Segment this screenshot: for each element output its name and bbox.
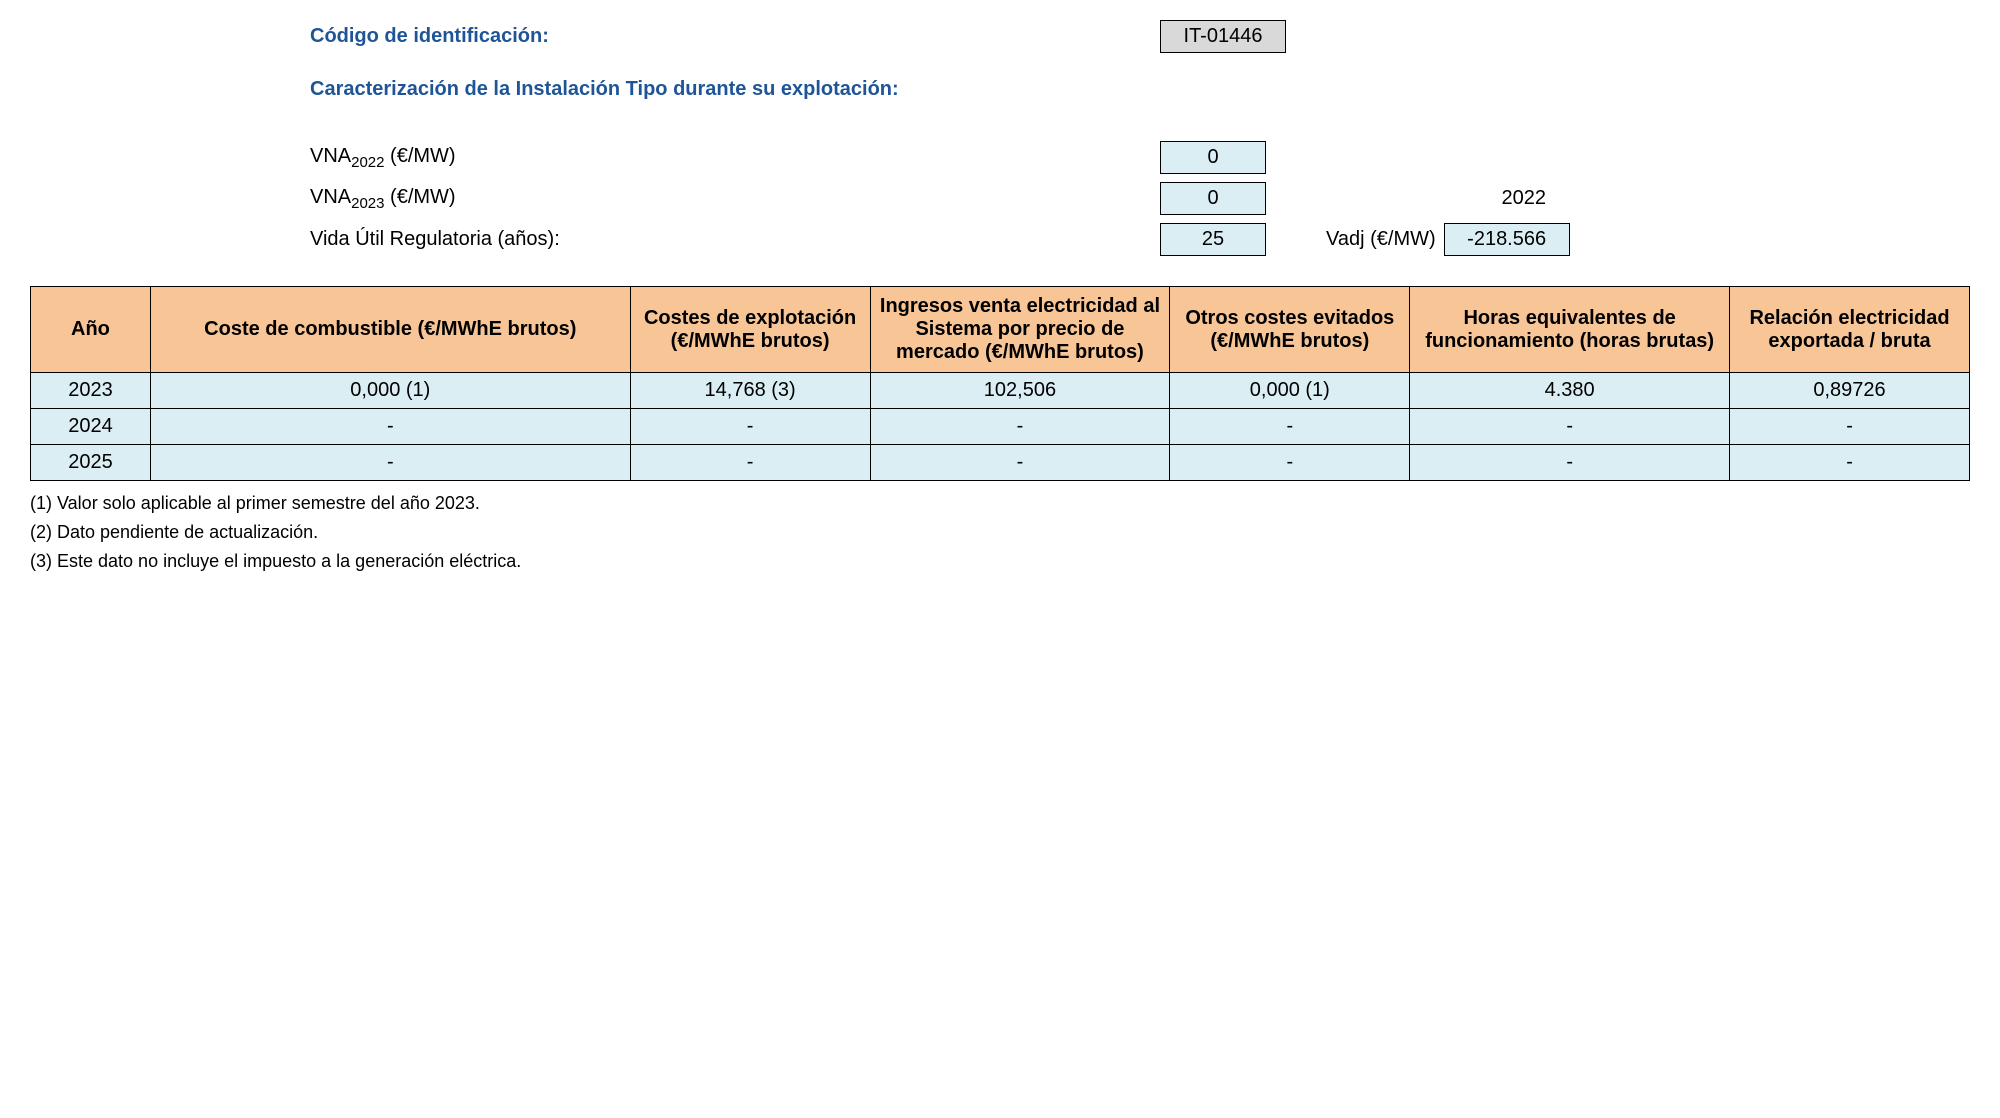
header-block: Código de identificación: IT-01446 Carac… <box>310 20 1970 256</box>
cell-year: 2023 <box>31 373 151 409</box>
col-opex: Costes de explotación (€/MWhE brutos) <box>630 287 870 373</box>
cell-fuel: - <box>150 409 630 445</box>
cell-ratio: - <box>1730 409 1970 445</box>
vna2022-value: 0 <box>1160 141 1266 174</box>
id-value-box: IT-01446 <box>1160 20 1286 53</box>
cell-other: - <box>1170 445 1410 481</box>
vida-row: Vida Útil Regulatoria (años): 25 Vadj (€… <box>310 223 1970 256</box>
vadj-label: Vadj (€/MW) <box>1326 228 1436 251</box>
cell-opex: - <box>630 409 870 445</box>
col-year: Año <box>31 287 151 373</box>
cell-opex: - <box>630 445 870 481</box>
col-hours: Horas equivalentes de funcionamiento (ho… <box>1410 287 1730 373</box>
cell-ratio: 0,89726 <box>1730 373 1970 409</box>
vna-prefix: VNA <box>310 145 351 167</box>
cell-income: - <box>870 409 1170 445</box>
footnote-3: (3) Este dato no incluye el impuesto a l… <box>30 551 1970 572</box>
cell-opex: 14,768 (3) <box>630 373 870 409</box>
table-head: Año Coste de combustible (€/MWhE brutos)… <box>31 287 1970 373</box>
cell-other: - <box>1170 409 1410 445</box>
vna2023-value: 0 <box>1160 182 1266 215</box>
vna2023-row: VNA2023 (€/MW) 0 2022 <box>310 182 1970 215</box>
section-title-row: Caracterización de la Instalación Tipo d… <box>310 78 1970 101</box>
year-right-block: 2022 <box>1326 187 1546 210</box>
footnotes: (1) Valor solo aplicable al primer semes… <box>30 493 1970 572</box>
cell-income: 102,506 <box>870 373 1170 409</box>
table-body: 2023 0,000 (1) 14,768 (3) 102,506 0,000 … <box>31 373 1970 481</box>
cell-fuel: 0,000 (1) <box>150 373 630 409</box>
year-right: 2022 <box>1326 187 1546 210</box>
cell-other: 0,000 (1) <box>1170 373 1410 409</box>
cell-ratio: - <box>1730 445 1970 481</box>
vadj-value: -218.566 <box>1444 223 1570 256</box>
id-row: Código de identificación: IT-01446 <box>310 20 1970 53</box>
vna-prefix-2: VNA <box>310 186 351 208</box>
col-ratio: Relación electricidad exportada / bruta <box>1730 287 1970 373</box>
vna2022-sub: 2022 <box>351 154 384 171</box>
cell-income: - <box>870 445 1170 481</box>
footnote-2: (2) Dato pendiente de actualización. <box>30 522 1970 543</box>
cell-hours: - <box>1410 445 1730 481</box>
id-label: Código de identificación: <box>310 25 1160 48</box>
vna-unit: (€/MW) <box>385 145 456 167</box>
header-row: Año Coste de combustible (€/MWhE brutos)… <box>31 287 1970 373</box>
vida-value: 25 <box>1160 223 1266 256</box>
col-other: Otros costes evitados (€/MWhE brutos) <box>1170 287 1410 373</box>
cell-year: 2025 <box>31 445 151 481</box>
vna2022-row: VNA2022 (€/MW) 0 <box>310 141 1970 174</box>
vna2022-label: VNA2022 (€/MW) <box>310 145 1160 171</box>
section-title: Caracterización de la Instalación Tipo d… <box>310 78 1160 101</box>
footnote-1: (1) Valor solo aplicable al primer semes… <box>30 493 1970 514</box>
table-row: 2024 - - - - - - <box>31 409 1970 445</box>
cell-year: 2024 <box>31 409 151 445</box>
table-row: 2025 - - - - - - <box>31 445 1970 481</box>
cell-hours: 4.380 <box>1410 373 1730 409</box>
table-row: 2023 0,000 (1) 14,768 (3) 102,506 0,000 … <box>31 373 1970 409</box>
vadj-block: Vadj (€/MW) -218.566 <box>1326 223 1570 256</box>
vna2023-label: VNA2023 (€/MW) <box>310 186 1160 212</box>
vna2023-sub: 2023 <box>351 195 384 212</box>
data-table: Año Coste de combustible (€/MWhE brutos)… <box>30 286 1970 481</box>
vida-label: Vida Útil Regulatoria (años): <box>310 228 1160 251</box>
cell-hours: - <box>1410 409 1730 445</box>
vna-unit-2: (€/MW) <box>385 186 456 208</box>
col-income: Ingresos venta electricidad al Sistema p… <box>870 287 1170 373</box>
col-fuel: Coste de combustible (€/MWhE brutos) <box>150 287 630 373</box>
cell-fuel: - <box>150 445 630 481</box>
